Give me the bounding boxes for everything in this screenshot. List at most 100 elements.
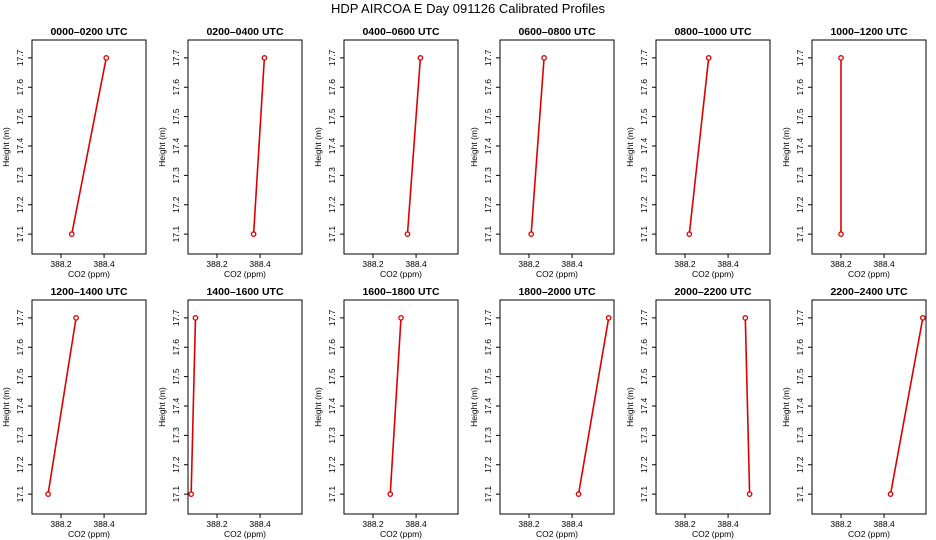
- y-tick-label: 17.5: [639, 368, 649, 385]
- y-axis-label: Height (m): [469, 387, 479, 427]
- y-tick-label: 17.3: [327, 427, 337, 444]
- y-axis-label: Height (m): [1, 127, 11, 167]
- profile-line: [406, 57, 422, 235]
- x-tick-label: 388.4: [93, 259, 115, 269]
- data-point: [103, 55, 110, 61]
- profile-line: [688, 57, 710, 235]
- y-axis-label: Height (m): [625, 127, 635, 167]
- x-axis-label: CO2 (ppm): [68, 269, 110, 279]
- y-tick-label: 17.1: [483, 486, 493, 503]
- panel-title: 1200–1400 UTC: [50, 286, 127, 298]
- data-point: [746, 491, 753, 497]
- plot-frame: [187, 299, 303, 515]
- data-point: [68, 231, 75, 237]
- data-point: [45, 491, 51, 497]
- y-tick-label: 17.2: [483, 196, 493, 213]
- y-tick-label: 17.6: [327, 339, 337, 356]
- y-tick-label: 17.4: [639, 397, 649, 414]
- x-axis-label: CO2 (ppm): [380, 529, 422, 539]
- x-tick-label: 388.4: [405, 519, 427, 529]
- y-tick-label: 17.3: [171, 427, 181, 444]
- y-tick-label: 17.5: [795, 108, 805, 125]
- x-tick-label: 388.4: [561, 519, 583, 529]
- x-axis-label: CO2 (ppm): [224, 269, 266, 279]
- profile-line: [47, 317, 77, 495]
- x-tick-label: 388.2: [830, 519, 852, 529]
- x-axis-label: CO2 (ppm): [848, 529, 890, 539]
- data-point: [887, 491, 894, 497]
- x-axis-label: CO2 (ppm): [68, 529, 110, 539]
- y-tick-label: 17.3: [795, 167, 805, 184]
- x-tick-label: 388.2: [50, 259, 72, 269]
- y-tick-label: 17.1: [795, 486, 805, 503]
- panel-10: 1800–2000 UTC 388.2 388.4 17.1 17.2 17.3 17.4 1…: [469, 286, 615, 539]
- plot-frame: [499, 299, 615, 515]
- y-tick-label: 17.2: [639, 456, 649, 473]
- profile-line: [70, 57, 108, 235]
- x-tick-label: 388.2: [362, 259, 384, 269]
- profile-line: [744, 317, 751, 495]
- y-tick-label: 17.3: [639, 167, 649, 184]
- y-tick-label: 17.1: [639, 486, 649, 503]
- y-tick-label: 17.7: [795, 309, 805, 326]
- profile-line: [389, 317, 402, 495]
- y-tick-label: 17.4: [639, 137, 649, 154]
- plot-frame: [655, 299, 771, 515]
- y-tick-label: 17.4: [171, 397, 181, 414]
- y-axis-label: Height (m): [157, 127, 167, 167]
- y-tick-label: 17.3: [639, 427, 649, 444]
- profile-line: [530, 57, 545, 235]
- x-axis-label: CO2 (ppm): [536, 529, 578, 539]
- y-axis-label: Height (m): [157, 387, 167, 427]
- data-point: [417, 55, 424, 61]
- panel-title: 0400–0600 UTC: [362, 26, 439, 38]
- y-tick-label: 17.7: [795, 49, 805, 66]
- y-tick-label: 17.1: [15, 226, 25, 243]
- x-tick-label: 388.2: [50, 519, 72, 529]
- y-axis-label: Height (m): [781, 387, 791, 427]
- profile-line: [190, 317, 197, 495]
- y-axis-label: Height (m): [625, 387, 635, 427]
- plot-frame: [187, 39, 303, 255]
- data-point: [705, 55, 712, 61]
- y-tick-label: 17.1: [483, 226, 493, 243]
- y-tick-label: 17.5: [15, 108, 25, 125]
- x-tick-label: 388.2: [206, 519, 228, 529]
- y-tick-label: 17.2: [639, 196, 649, 213]
- x-tick-label: 388.4: [873, 259, 895, 269]
- plot-frame: [343, 39, 459, 255]
- y-tick-label: 17.2: [483, 456, 493, 473]
- y-tick-label: 17.6: [639, 339, 649, 356]
- x-tick-label: 388.2: [362, 519, 384, 529]
- y-tick-label: 17.5: [327, 108, 337, 125]
- panel-title: 0800–1000 UTC: [674, 26, 751, 38]
- y-tick-label: 17.6: [15, 79, 25, 96]
- panel-title: 2000–2200 UTC: [674, 286, 751, 298]
- y-tick-label: 17.6: [795, 79, 805, 96]
- y-tick-label: 17.7: [327, 309, 337, 326]
- y-tick-label: 17.4: [171, 137, 181, 154]
- x-tick-label: 388.4: [249, 259, 271, 269]
- x-tick-label: 388.2: [830, 259, 852, 269]
- y-tick-label: 17.7: [171, 49, 181, 66]
- data-point: [686, 231, 693, 237]
- plot-frame: [499, 39, 615, 255]
- panel-3: 0400–0600 UTC 388.2 388.4 17.1 17.2 17.3 17.4 1…: [313, 26, 459, 279]
- y-tick-label: 17.3: [171, 167, 181, 184]
- panel-9: 1600–1800 UTC 388.2 388.4 17.1 17.2 17.3 17.4 1…: [313, 286, 459, 539]
- y-tick-label: 17.4: [483, 397, 493, 414]
- panel-8: 1400–1600 UTC 388.2 388.4 17.1 17.2 17.3 17.4 1…: [157, 286, 303, 539]
- x-tick-label: 388.2: [206, 259, 228, 269]
- data-point: [528, 231, 535, 237]
- data-point: [404, 231, 411, 237]
- y-tick-label: 17.7: [171, 309, 181, 326]
- x-axis-label: CO2 (ppm): [380, 269, 422, 279]
- data-point: [188, 491, 195, 497]
- profile-line: [889, 317, 924, 495]
- y-tick-label: 17.1: [327, 486, 337, 503]
- panel-title: 1000–1200 UTC: [830, 26, 907, 38]
- y-tick-label: 17.4: [483, 137, 493, 154]
- x-tick-label: 388.4: [561, 259, 583, 269]
- y-tick-label: 17.1: [795, 226, 805, 243]
- y-tick-label: 17.2: [171, 456, 181, 473]
